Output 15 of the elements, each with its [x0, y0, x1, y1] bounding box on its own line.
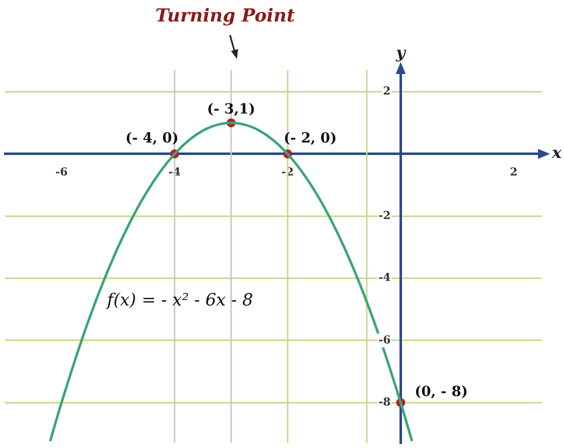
annotation: (- 3,1)	[206, 101, 256, 118]
annotation: (- 2, 0)	[284, 130, 337, 147]
x-tick-label: 2	[510, 165, 518, 178]
y-tick-label: -2	[378, 208, 391, 222]
y-tick-label: -8	[378, 395, 392, 408]
y-tick-label: -4	[378, 271, 392, 284]
text: Turning Point	[155, 6, 296, 27]
y-tick-label: -6	[378, 333, 392, 346]
annotation: f(x) = - x² - 6x - 8	[105, 290, 254, 311]
x-tick-label: -6	[55, 165, 68, 178]
y-tick-label: 2	[383, 84, 391, 98]
annotation: (0, - 8)	[414, 384, 468, 400]
y-axis-title: y	[395, 43, 408, 62]
x-axis-title: x	[551, 143, 562, 162]
annotation: (- 4, 0)	[125, 130, 179, 147]
